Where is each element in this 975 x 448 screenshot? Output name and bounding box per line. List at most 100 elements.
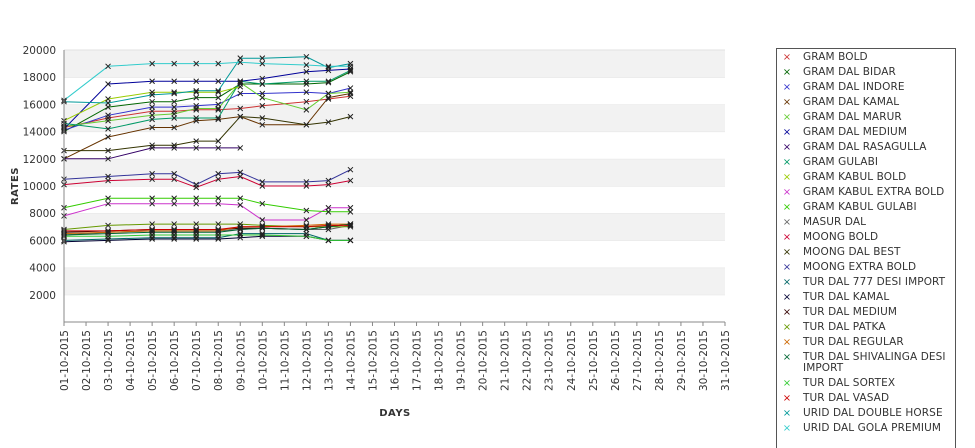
legend-label: TUR DAL PATKA [803, 321, 886, 333]
legend-label: TUR DAL 777 DESI IMPORT [803, 276, 946, 288]
legend-marker-icon: × [782, 378, 792, 389]
data-point [171, 60, 178, 67]
data-point [303, 183, 310, 189]
data-point [303, 179, 310, 185]
legend-item: × GRAM KABUL BOLD [777, 171, 955, 184]
data-point [171, 176, 178, 183]
data-point [325, 181, 332, 188]
legend-item: × GRAM KABUL EXTRA BOLD [777, 187, 955, 199]
data-point [325, 204, 332, 211]
legend-label: GRAM DAL KAMAL [803, 96, 900, 108]
data-point [259, 60, 266, 67]
data-point [215, 94, 222, 101]
data-point [105, 104, 111, 110]
data-point [303, 89, 310, 96]
data-point [171, 170, 178, 177]
data-point [347, 177, 354, 184]
legend-item: × TUR DAL PATKA [777, 321, 955, 334]
series-markers [61, 53, 354, 245]
data-point [171, 90, 178, 97]
legend-label: TUR DAL VASAD [803, 392, 890, 404]
data-point [193, 89, 200, 96]
x-tick-label: 17-10-2015 [412, 330, 424, 391]
data-point [105, 63, 111, 70]
data-point [215, 101, 222, 108]
legend-label: URID DAL GOLA PREMIUM [803, 422, 942, 434]
legend-label: TUR DAL KAMAL [803, 291, 890, 303]
data-point [237, 223, 244, 230]
data-point [259, 183, 266, 189]
data-point [105, 222, 111, 229]
legend-label: GRAM DAL MEDIUM [803, 126, 907, 138]
data-point [193, 228, 200, 234]
data-point [171, 111, 178, 117]
data-point [347, 89, 354, 96]
data-point [215, 115, 222, 121]
data-point [105, 177, 111, 184]
data-point [325, 90, 332, 97]
plot-band [64, 267, 725, 295]
x-tick-label: 28-10-2015 [654, 330, 666, 391]
legend-marker-icon: × [782, 408, 792, 419]
data-point [303, 207, 310, 214]
legend-item: × TUR DAL REGULAR [777, 337, 955, 349]
plot-band [64, 186, 725, 214]
data-point [215, 60, 222, 67]
x-tick-label: 21-10-2015 [500, 330, 512, 391]
y-tick-label: 14000 [23, 127, 56, 139]
data-point [171, 221, 178, 227]
x-tick-label: 06-10-2015 [169, 330, 181, 391]
legend-label: GRAM DAL MARUR [803, 111, 902, 123]
x-tick-labels: 01-10-2015 02-10-2015 03-10-2015 04-10-2015… [59, 322, 732, 391]
legend-marker-icon: × [782, 262, 792, 273]
data-point [347, 204, 354, 211]
data-point [215, 176, 222, 183]
legend: × GRAM BOLD × GRAM DAL BIDAR × GRAM DAL INDOR… [776, 48, 956, 448]
data-point [259, 102, 266, 109]
legend-item: × TUR DAL SORTEX [777, 378, 955, 390]
x-tick-label: 08-10-2015 [213, 330, 225, 391]
data-point [325, 96, 332, 102]
legend-marker-icon: × [782, 187, 792, 198]
data-point [347, 237, 354, 244]
y-tick-label: 6000 [29, 235, 56, 247]
legend-item: × GRAM GULABI [777, 157, 955, 169]
x-tick-label: 05-10-2015 [147, 330, 159, 391]
data-point [171, 78, 178, 85]
data-point [259, 217, 266, 223]
data-point [105, 100, 111, 106]
data-point [259, 223, 266, 230]
legend-item: × GRAM DAL INDORE [777, 82, 955, 94]
data-point [259, 55, 266, 62]
y-tick-label: 10000 [23, 181, 56, 193]
legend-label: GRAM KABUL BOLD [803, 171, 907, 183]
legend-label: TUR DAL MEDIUM [803, 306, 898, 318]
data-point [149, 195, 155, 202]
data-point [303, 98, 310, 105]
data-point [105, 134, 111, 140]
data-point [347, 221, 354, 227]
data-point [105, 233, 111, 240]
data-point [259, 232, 266, 238]
legend-item: × TUR DAL SHIVALINGA DESI IMPORT [777, 352, 955, 374]
legend-marker-icon: × [782, 157, 792, 168]
legend-item: × URID DAL DOUBLE HORSE [777, 408, 955, 420]
x-tick-label: 31-10-2015 [720, 330, 732, 391]
data-point [303, 53, 310, 60]
data-point [325, 94, 332, 101]
y-tick-labels: 2000 4000 6000 8000 10000 12000 14000 16000 1800… [23, 45, 56, 302]
legend-item: × MOONG EXTRA BOLD [777, 262, 955, 274]
plot-band [64, 158, 725, 186]
data-point [325, 222, 332, 229]
data-point [149, 170, 155, 177]
y-tick-label: 20000 [23, 45, 56, 57]
legend-item: × GRAM KABUL GULABI [777, 202, 955, 214]
data-point [193, 145, 200, 151]
x-tick-label: 20-10-2015 [478, 330, 490, 391]
data-point [237, 55, 244, 62]
x-tick-label: 12-10-2015 [301, 330, 313, 391]
x-tick-label: 30-10-2015 [698, 330, 710, 391]
data-point [347, 63, 354, 70]
data-point [325, 223, 332, 230]
line-chart: 2000 4000 6000 8000 10000 12000 14000 16000 1800… [10, 45, 732, 419]
